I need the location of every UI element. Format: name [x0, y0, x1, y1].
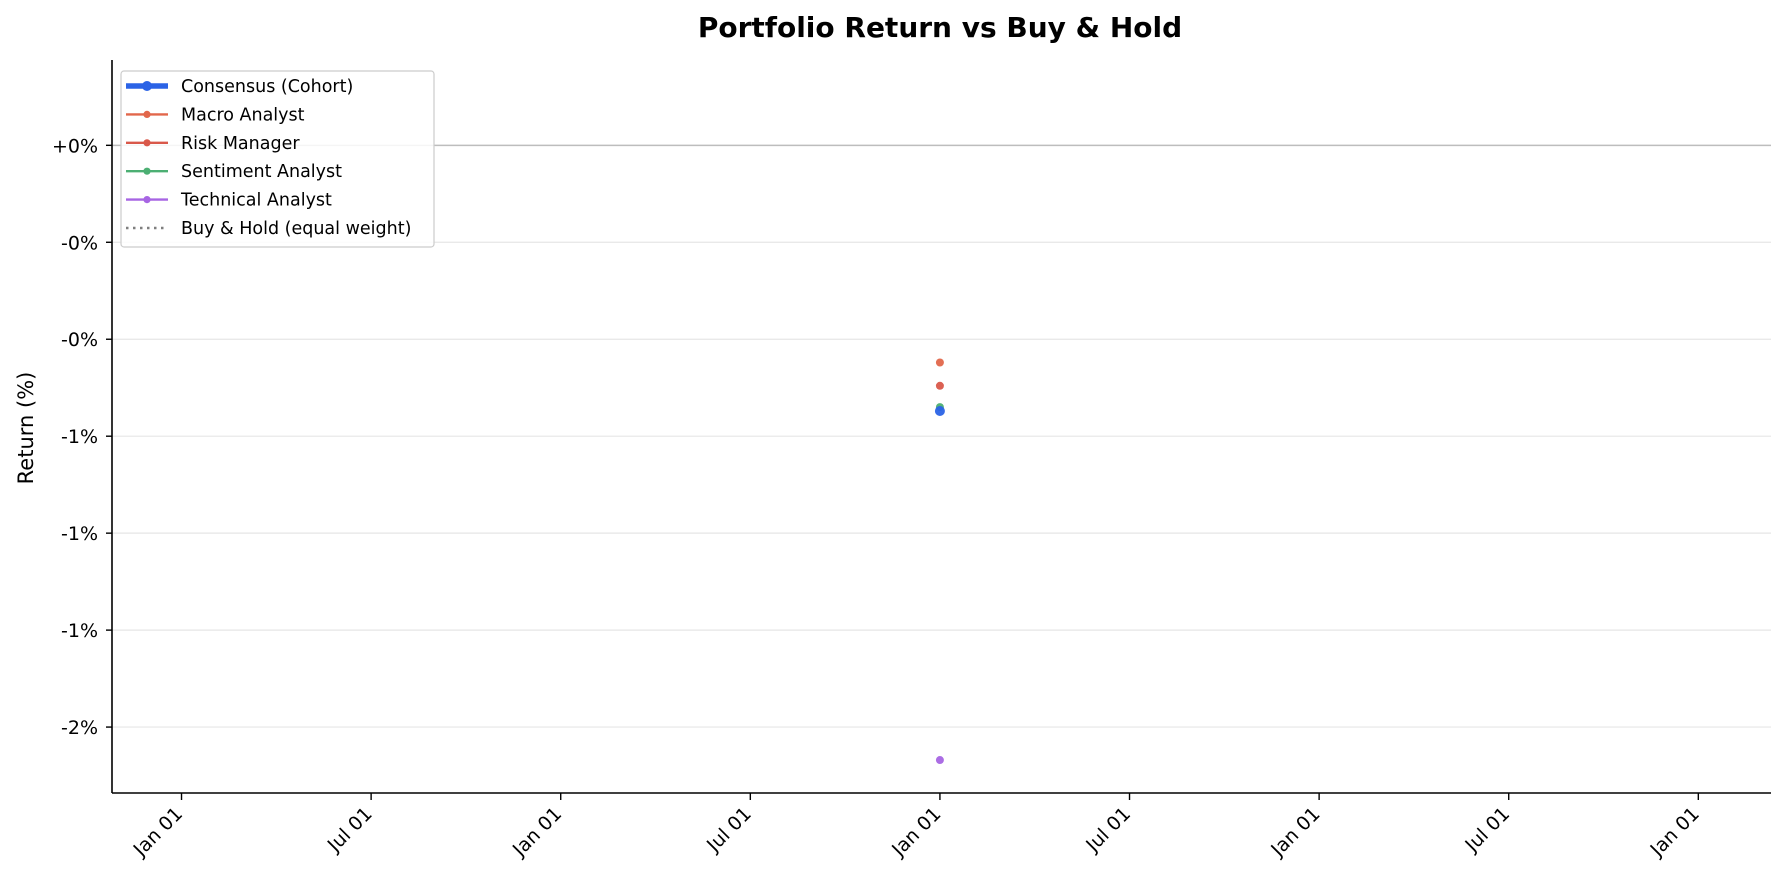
legend-entry: Technical Analyst	[126, 191, 332, 211]
x-tick-label: Jan 01	[1646, 803, 1704, 861]
y-tick-label: -1%	[61, 523, 98, 545]
legend-entry: Sentiment Analyst	[126, 162, 342, 182]
legend-marker	[142, 81, 152, 91]
x-tick-label: Jul 01	[702, 803, 756, 857]
legend-label: Sentiment Analyst	[181, 162, 342, 182]
legend-marker	[143, 196, 151, 204]
legend-entry: Macro Analyst	[126, 105, 305, 125]
legend-label: Technical Analyst	[180, 191, 332, 211]
data-point	[935, 381, 944, 390]
x-tick-label: Jan 01	[1266, 803, 1324, 861]
x-tick-label: Jan 01	[129, 803, 187, 861]
legend-box	[120, 70, 435, 248]
series-2	[935, 381, 944, 390]
legend-entry: Consensus (Cohort)	[126, 77, 353, 97]
legend: Consensus (Cohort) Macro Analyst Risk Mana…	[120, 70, 435, 248]
x-tick-label: Jul 01	[1081, 803, 1135, 857]
y-tick-label: -0%	[61, 232, 98, 254]
series-0	[934, 405, 945, 416]
y-tick-label: -1%	[61, 620, 98, 642]
y-tick-label: +0%	[52, 135, 98, 157]
legend-marker	[143, 110, 151, 118]
legend-label: Consensus (Cohort)	[181, 77, 353, 97]
data-point	[934, 405, 945, 416]
y-gridlines	[112, 241, 1771, 728]
y-axis-label: Return (%)	[14, 372, 38, 485]
y-tick-label: -1%	[61, 426, 98, 448]
data-series	[934, 358, 945, 765]
axes	[111, 60, 1771, 794]
series-4	[935, 756, 944, 765]
legend-label: Risk Manager	[181, 134, 300, 154]
legend-label: Buy & Hold (equal weight)	[181, 219, 411, 239]
data-point	[935, 756, 944, 765]
y-axis-ticks: +0% -0% -0% -1% -1% -1% -2%	[52, 135, 112, 739]
legend-label: Macro Analyst	[181, 105, 305, 125]
legend-entries: Consensus (Cohort) Macro Analyst Risk Mana…	[126, 77, 411, 239]
series-1	[935, 358, 944, 367]
legend-marker	[143, 139, 151, 147]
x-tick-label: Jan 01	[887, 803, 945, 861]
legend-marker	[143, 167, 151, 175]
y-tick-label: -2%	[61, 717, 98, 739]
y-tick-label: -0%	[61, 329, 98, 351]
data-point	[935, 358, 944, 367]
x-tick-label: Jan 01	[508, 803, 566, 861]
chart-title: Portfolio Return vs Buy & Hold	[698, 11, 1182, 44]
legend-entry: Risk Manager	[126, 134, 300, 154]
x-tick-label: Jul 01	[323, 803, 377, 857]
x-axis-ticks: Jan 01 Jul 01 Jan 01 Jul 01 Jan 01 Jul 01 Jan …	[129, 793, 1704, 861]
x-tick-label: Jul 01	[1460, 803, 1514, 857]
legend-entry: Buy & Hold (equal weight)	[126, 219, 411, 239]
